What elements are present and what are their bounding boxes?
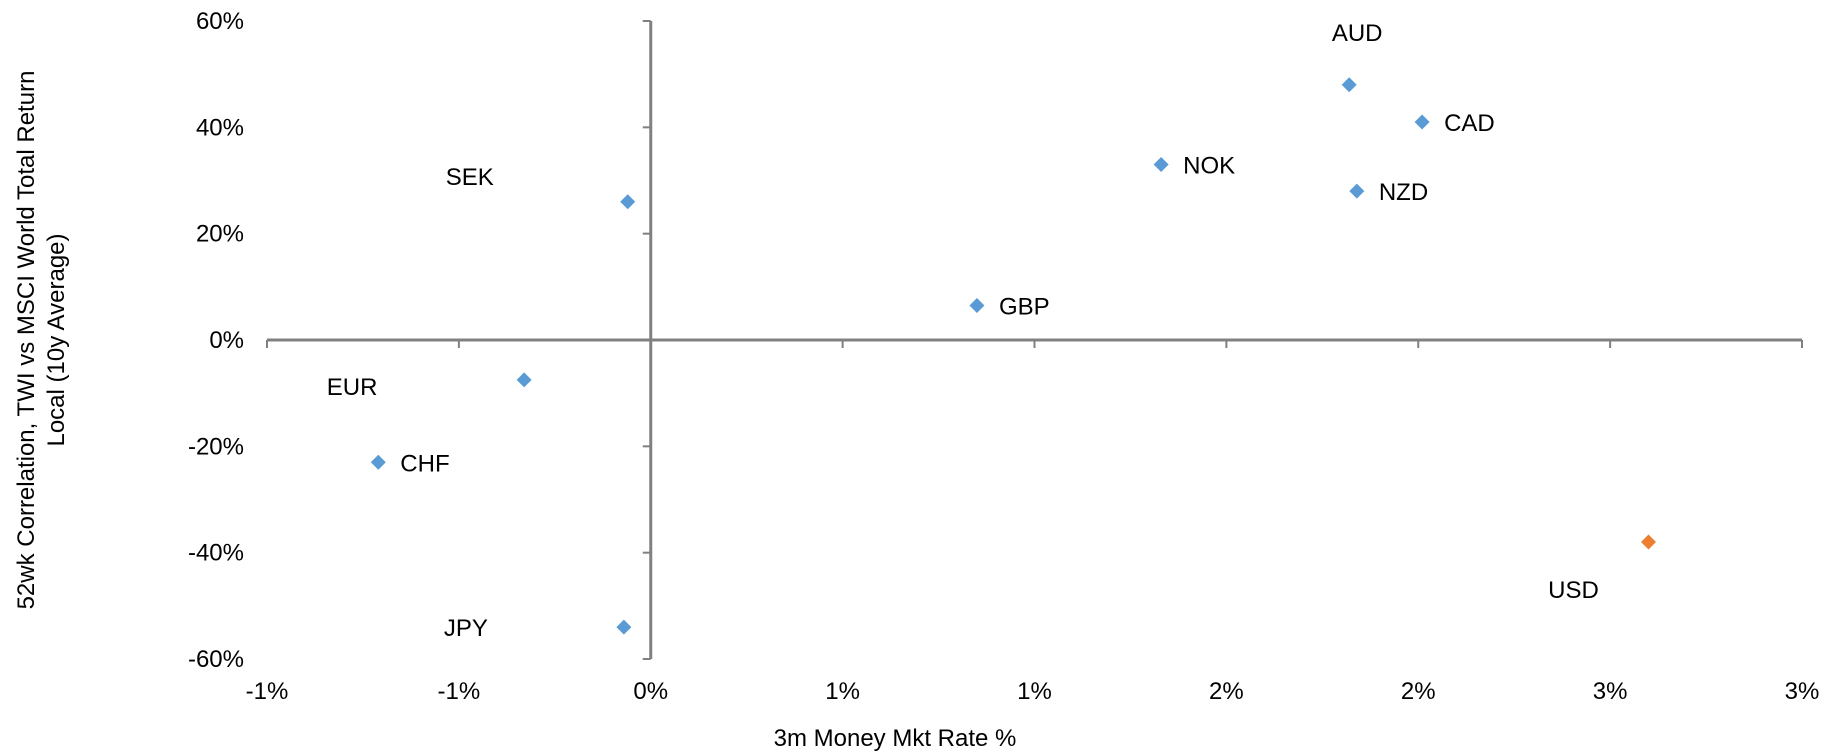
data-point-eur <box>516 372 532 388</box>
x-tick-label: 2% <box>1209 678 1244 705</box>
point-labels: AUD CAD NOK NZD SEK GBP EUR CHF JPY USD <box>327 20 1599 642</box>
point-label-usd: USD <box>1548 577 1599 604</box>
data-point-nzd <box>1349 183 1365 199</box>
y-tick-label: 0% <box>209 327 244 354</box>
point-label-gbp: GBP <box>999 293 1050 320</box>
point-label-sek: SEK <box>446 164 494 191</box>
axes <box>266 20 1803 660</box>
point-label-chf: CHF <box>400 450 449 477</box>
y-tick-label: 60% <box>196 8 244 35</box>
data-point-cad <box>1414 114 1430 130</box>
x-tick-label: 3% <box>1593 678 1628 705</box>
x-tick-label: 3% <box>1785 678 1820 705</box>
data-points <box>370 77 1656 635</box>
data-point-usd <box>1641 534 1656 550</box>
x-axis-title: 3m Money Mkt Rate % <box>774 725 1017 752</box>
x-tick-label: 2% <box>1401 678 1436 705</box>
point-label-nzd: NZD <box>1379 179 1428 206</box>
point-label-cad: CAD <box>1444 110 1495 137</box>
point-label-eur: EUR <box>327 374 378 401</box>
y-axis-title-line-2: Local (10y Average) <box>43 233 70 446</box>
x-tick-label: 1% <box>1017 678 1052 705</box>
x-tick-label: -1% <box>438 678 481 705</box>
data-point-nok <box>1153 157 1169 173</box>
data-point-gbp <box>969 297 985 313</box>
point-label-nok: NOK <box>1183 153 1235 180</box>
data-point-aud <box>1341 77 1357 93</box>
data-point-sek <box>620 194 636 210</box>
tick-labels: -1% -1% 0% 1% 1% 2% 2% 3% 3% 60% 40% 20% 0% -20% -40% -… <box>188 8 1819 705</box>
x-tick-label: -1% <box>246 678 289 705</box>
x-tick-label: 1% <box>825 678 860 705</box>
y-tick-label: -40% <box>188 540 244 567</box>
point-label-jpy: JPY <box>444 615 488 642</box>
y-tick-label: 20% <box>196 221 244 248</box>
data-point-chf <box>370 454 386 470</box>
x-tick-label: 0% <box>633 678 668 705</box>
point-label-aud: AUD <box>1332 20 1383 47</box>
y-tick-label: -20% <box>188 433 244 460</box>
y-axis-title-line-1: 52wk Correlation, TWI vs MSCI World Tota… <box>13 71 40 610</box>
y-tick-label: 40% <box>196 114 244 141</box>
data-point-jpy <box>616 619 632 635</box>
y-tick-label: -60% <box>188 646 244 673</box>
